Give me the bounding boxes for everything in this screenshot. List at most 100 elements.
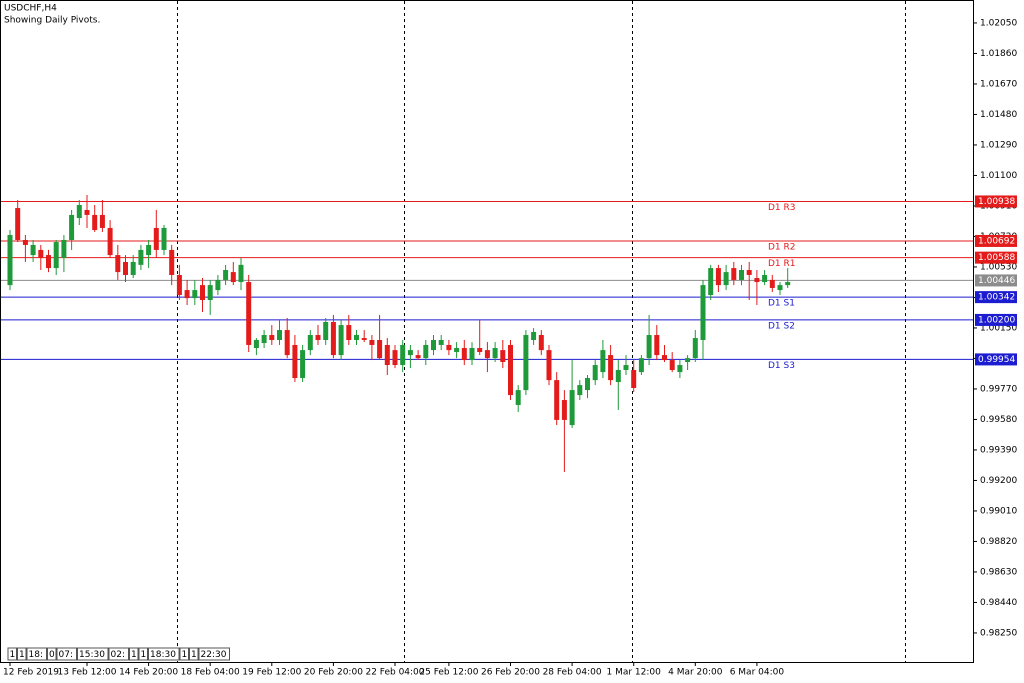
candle-body [315,335,321,340]
separator-box [108,647,129,661]
separator-label: 18: [29,650,43,660]
candle-body [253,339,259,349]
candle-body [84,209,90,215]
separator-box [56,647,77,661]
separator-label: 15:30 [79,650,105,660]
candle-body [708,268,714,296]
candle-body [677,365,683,373]
candle-body [61,239,67,258]
candle-body [531,331,537,340]
candle-body [292,344,298,379]
chart-subtitle: Showing Daily Pivots. [4,16,100,26]
candle-body [176,274,182,296]
candle-body [107,227,113,256]
y-tick-label: 1.00150 [980,323,1017,333]
price-box [975,234,1017,247]
candle-body [469,348,475,361]
candle-body [153,227,159,250]
separator-box [17,647,27,661]
candle-body [654,335,660,356]
candle-body [508,344,513,396]
candle-body [646,335,652,359]
price-box [975,313,1017,326]
candle-body [407,350,413,356]
candle-body [546,350,552,381]
candle-body [561,400,567,420]
candle-body [192,290,198,299]
candle-body [184,290,190,299]
candle-body [53,242,59,269]
y-tick-label: 0.99200 [980,476,1017,486]
separator-label: 1 [131,650,137,660]
candle-body [600,350,606,373]
candle-body [715,268,721,286]
candle-body [269,335,275,340]
candle-body [438,339,444,345]
candle-body [769,279,775,288]
candle-body [230,272,236,283]
candle-body [361,338,367,340]
candle-body [731,268,737,280]
candle-body [685,358,691,362]
candle-body [22,239,28,245]
candle-body [592,365,598,381]
candle-body [454,348,460,353]
candle-body [431,339,436,351]
candle-body [785,282,791,286]
candle-body [330,322,336,356]
separator-box [138,647,148,661]
x-tick-label: 25 Feb 12:00 [419,668,478,678]
candle-body [585,378,590,391]
candle-body [115,255,121,273]
x-tick-label: 18 Feb 04:00 [181,668,240,678]
separator-label: 0 [49,650,55,660]
candle-body [377,339,383,359]
y-tick-label: 1.01100 [980,171,1017,181]
x-tick-label: 20 Feb 20:00 [304,668,363,678]
x-tick-label: 6 Mar 04:00 [730,668,785,678]
x-tick-label: 12 Feb 2019 [3,668,59,678]
price-box-label: 1.00588 [978,253,1015,263]
price-box [975,195,1017,208]
separator-label: 02: [111,650,125,660]
candle-body [138,249,144,265]
candle-body [46,255,51,269]
separator-label: 22:30 [201,650,227,660]
bid-box-label: 1.00446 [978,276,1015,286]
candle-body [169,249,175,275]
y-tick-label: 1.01480 [980,110,1017,120]
y-tick-label: 0.99390 [980,445,1017,455]
x-tick-label: 14 Feb 20:00 [119,668,178,678]
chart-title: USDCHF,H4 [4,4,57,14]
candle-body [200,285,205,301]
candle-body [246,282,252,345]
candle-body [346,325,352,340]
candle-body [323,322,329,340]
x-tick-label: 19 Feb 12:00 [242,668,301,678]
separator-box [129,647,139,661]
separator-box [198,647,230,661]
candle-body [554,380,560,420]
candle-body [477,348,483,353]
candle-body [762,274,768,283]
candle-body [446,344,452,351]
candle-body [662,355,667,361]
price-box [975,353,1017,366]
y-tick-label: 0.98820 [980,537,1017,547]
y-tick-label: 0.99580 [980,415,1017,425]
candle-body [608,355,614,381]
separator-label: 1 [10,650,16,660]
candle-body [415,355,421,359]
candle-body [515,390,521,406]
bid-box [975,274,1017,287]
candle-body [284,330,290,356]
candle-body [207,285,213,301]
price-box-label: 0.99954 [978,355,1015,365]
pivot-label: D1 R3 [768,203,796,213]
y-tick-label: 1.01860 [980,49,1017,59]
candle-body [577,385,583,396]
separator-label: 07: [59,650,73,660]
price-box-label: 1.00692 [978,236,1015,246]
separator-label: 1 [191,650,197,660]
y-tick-label: 0.98250 [980,628,1017,638]
